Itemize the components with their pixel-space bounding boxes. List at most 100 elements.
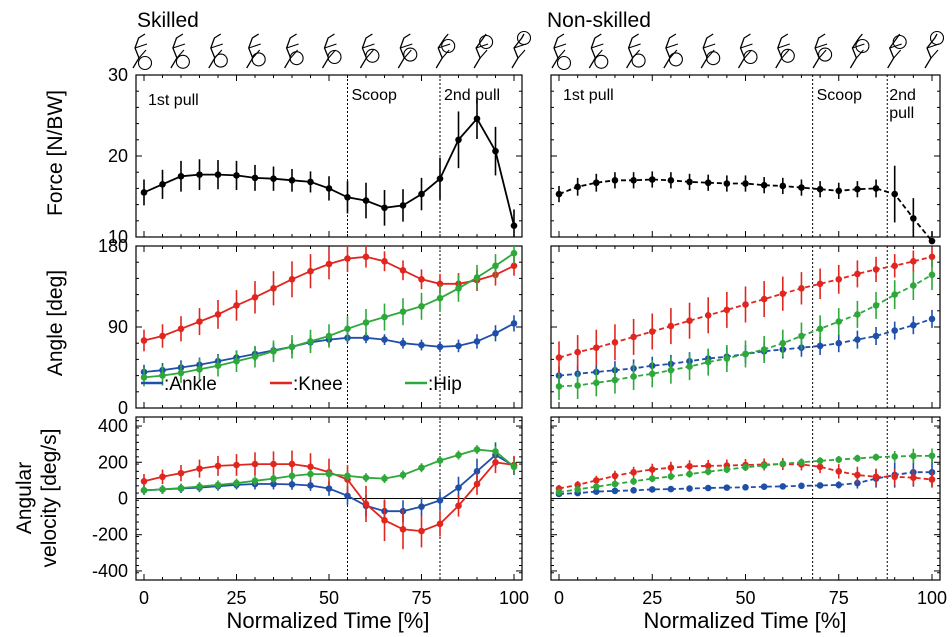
skilled-velocity-hip-series-point <box>455 451 462 459</box>
nonskilled-velocity-xtick-label: 0 <box>554 588 564 608</box>
skilled-angle-knee-series-point <box>307 267 314 275</box>
skilled-angle-ankle-series-point <box>455 342 462 350</box>
skilled-velocity-ankle-series-point <box>325 485 333 492</box>
nonskilled-force-phase-label: 1st pull <box>563 87 614 104</box>
skilled-force-force-series-point <box>492 147 499 155</box>
skilled-velocity-hip-series-point <box>214 481 222 489</box>
skilled-angle-ankle-series-point <box>492 330 499 337</box>
skilled-force-force-series-point <box>455 136 462 144</box>
nonskilled-angle-frame <box>550 245 941 409</box>
nonskilled-velocity-hip-series-point <box>555 488 563 496</box>
skilled-silhouette-limbs <box>134 43 148 59</box>
skilled-angle-panel: 0 90 180:Ankle:Knee:Hip <box>98 236 523 418</box>
nonskilled-velocity-knee-series-point <box>630 468 637 476</box>
skilled-velocity-knee-series-point <box>288 460 296 468</box>
skilled-angle-ankle-series-point <box>510 320 518 327</box>
nonskilled-silhouette-bar <box>743 49 758 65</box>
nonskilled-velocity-hip-series-point <box>854 454 861 462</box>
skilled-angle-knee-series-point <box>362 253 370 261</box>
skilled-velocity-knee-series-point <box>177 469 185 477</box>
nonskilled-silhouette-bar <box>668 52 683 67</box>
nonskilled-force-force-series-point <box>574 183 581 191</box>
skilled-velocity-knee-series-point <box>233 461 240 469</box>
nonskilled-angle-ankle-series-point <box>816 342 824 350</box>
nonskilled-angle-hip-series-point <box>574 382 581 389</box>
nonskilled-velocity-knee-series-point <box>611 472 619 480</box>
nonskilled-xlabel: Normalized Time [%] <box>644 608 847 633</box>
skilled-angle-knee-series-point <box>510 262 518 270</box>
angle-ylabel: Angle [deg] <box>44 270 67 376</box>
skilled-velocity-knee-series-point <box>140 477 148 485</box>
skilled-force-force-series-point <box>251 174 259 182</box>
nonskilled-velocity-hip-series-point <box>760 462 768 469</box>
skilled-angle-hip-series-point <box>177 369 185 377</box>
skilled-velocity-knee-series-point <box>492 458 499 466</box>
nonskilled-velocity-hip-series-point <box>667 473 675 480</box>
skilled-velocity-knee-series-point <box>196 465 203 472</box>
skilled-force-force-series-point <box>436 175 444 182</box>
skilled-xlabel: Normalized Time [%] <box>227 608 430 633</box>
nonskilled-force-force-series-point <box>854 185 861 193</box>
nonskilled-velocity-hip-series-point <box>611 480 619 488</box>
skilled-velocity-knee-series-point <box>399 525 407 533</box>
skilled-angle-ankle-series-point <box>362 334 370 342</box>
nonskilled-angle-hip-series-point <box>835 318 843 325</box>
nonskilled-silhouette-icon <box>924 30 945 69</box>
skilled-angle-ankle-series-point <box>436 343 444 351</box>
skilled-silhouette-icon <box>511 30 532 69</box>
skilled-velocity-knee-series-point <box>159 473 166 481</box>
skilled-silhouette-body <box>435 33 449 69</box>
skilled-angle-knee-series-point <box>399 267 407 274</box>
nonskilled-angle-knee-series-point <box>630 333 637 341</box>
nonskilled-angle-knee-series-point <box>555 354 563 361</box>
panels: 10 20 30 1st pull Scoop 2nd pull 1st pull Scoop… <box>92 65 947 608</box>
skilled-force-force-series-point <box>288 177 296 184</box>
nonskilled-silhouette-limbs <box>777 43 790 59</box>
nonskilled-velocity-hip-series-point <box>704 468 712 475</box>
nonskilled-force-force-series-point <box>742 180 749 187</box>
nonskilled-silhouette-body <box>775 33 789 69</box>
nonskilled-silhouette-bar <box>855 38 870 54</box>
skilled-angle-hip-series-point <box>159 372 166 379</box>
nonskilled-velocity-ankle-series-point <box>816 482 824 489</box>
nonskilled-velocity-knee-series-point <box>928 476 936 483</box>
skilled-velocity-hip-series-point <box>344 472 351 480</box>
nonskilled-angle-knee-series-point <box>798 285 805 292</box>
nonskilled-force-force-series <box>555 165 936 245</box>
skilled-velocity-knee-series <box>140 450 518 550</box>
skilled-velocity-ytick-label: -400 <box>92 561 128 581</box>
skilled-angle-ankle-series-point <box>418 341 425 349</box>
lifter-silhouette-strip <box>132 30 945 71</box>
velocity-ylabel-line1: Angular <box>13 462 36 534</box>
nonskilled-velocity-knee-series-point <box>686 462 693 470</box>
skilled-velocity-xtick-label: 50 <box>319 588 339 608</box>
skilled-silhouette-icon <box>473 33 494 69</box>
nonskilled-silhouette-icon <box>737 33 758 69</box>
nonskilled-force-force-series-point <box>816 185 824 193</box>
nonskilled-velocity-knee-series-point <box>835 468 843 475</box>
skilled-silhouette-limbs <box>172 43 186 59</box>
nonskilled-velocity-knee-series-point <box>648 466 656 473</box>
skilled-force-force-series-point <box>344 194 351 201</box>
skilled-force-force-series-point <box>270 175 277 182</box>
nonskilled-angle-hip-series-point <box>667 366 675 374</box>
nonskilled-silhouette-limbs <box>889 43 902 59</box>
nonskilled-force-force-series-point <box>667 177 675 184</box>
skilled-force-ytick-label: 10 <box>108 227 128 247</box>
nonskilled-silhouette-icon <box>626 33 646 69</box>
nonskilled-angle-ankle-series-point <box>928 315 936 323</box>
skilled-velocity-hip-series-point <box>270 475 277 482</box>
skilled-angle-hip-series-point <box>436 294 444 302</box>
skilled-angle-hip-series-point <box>510 249 518 257</box>
nonskilled-angle-hip-series-point <box>872 302 880 309</box>
nonskilled-silhouette-icon <box>887 33 907 69</box>
skilled-velocity-ytick-label: 400 <box>98 416 128 436</box>
nonskilled-silhouette-icon <box>849 33 870 69</box>
nonskilled-velocity-ankle-series-point <box>742 483 749 491</box>
skilled-velocity-hip-series-point <box>381 475 388 482</box>
nonskilled-angle-ankle-series-point <box>891 327 898 334</box>
skilled-velocity-hip-series-point <box>473 446 481 453</box>
skilled-velocity-knee-series-point <box>214 462 222 470</box>
